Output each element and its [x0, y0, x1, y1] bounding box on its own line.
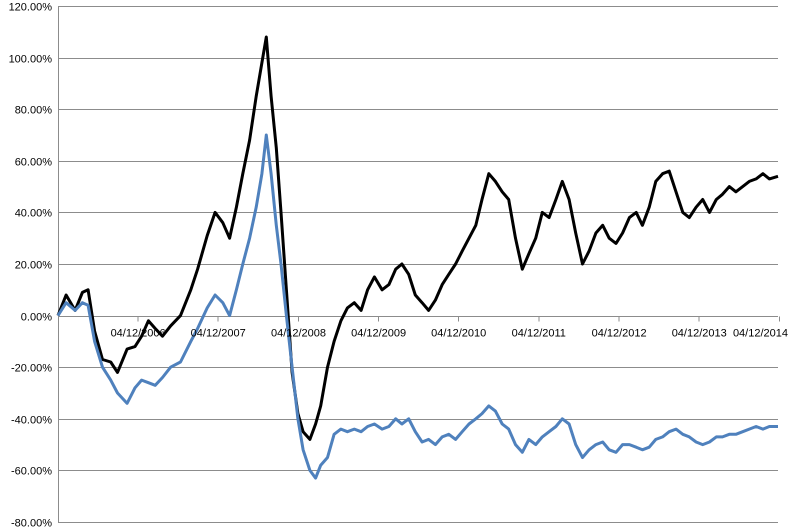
- x-tick-label: 04/12/2007: [191, 328, 246, 340]
- x-tick-label: 04/12/2008: [271, 328, 326, 340]
- y-tick-label: 100.00%: [9, 54, 53, 66]
- y-tick-label: 60.00%: [15, 157, 53, 169]
- y-axis: 120.00% 100.00% 80.00% 60.00% 40.00% 20.00% 0.…: [9, 2, 59, 529]
- gridlines: [58, 6, 778, 523]
- y-tick-label: 120.00%: [9, 2, 53, 14]
- x-tick-label: 04/12/2012: [592, 328, 647, 340]
- x-tick-label: 04/12/2011: [512, 328, 566, 340]
- x-tick-label: 04/12/2013: [672, 328, 727, 340]
- x-tick-label: 04/12/2009: [351, 328, 406, 340]
- y-tick-label: -20.00%: [11, 363, 52, 375]
- series-line-1: [56, 133, 778, 480]
- series-line-0: [56, 35, 779, 441]
- y-tick-label: -80.00%: [11, 518, 52, 529]
- y-tick-label: 0.00%: [21, 312, 52, 324]
- y-tick-label: 80.00%: [15, 105, 53, 117]
- x-tick-label: 04/12/2010: [431, 328, 486, 340]
- series-lines: [56, 35, 779, 480]
- y-tick-label: -40.00%: [11, 415, 52, 427]
- y-tick-label: 20.00%: [15, 260, 53, 272]
- y-tick-label: -60.00%: [11, 466, 52, 478]
- y-tick-label: 40.00%: [15, 208, 53, 220]
- x-tick-label: 04/12/2014: [733, 328, 788, 340]
- x-axis: 04/12/2006 04/12/2007 04/12/2008 04/12/2009…: [111, 316, 788, 340]
- x-tick-label: 04/12/2006: [111, 328, 166, 340]
